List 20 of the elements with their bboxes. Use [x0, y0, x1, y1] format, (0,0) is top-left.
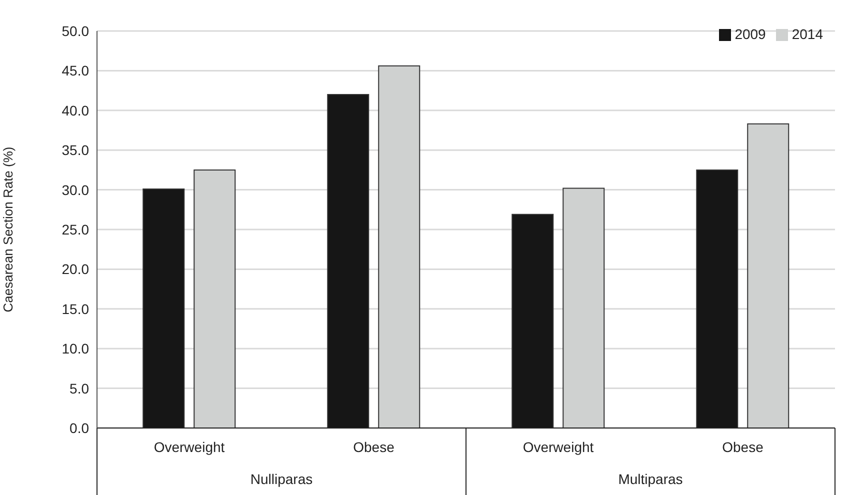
y-tick-label: 0.0: [70, 420, 90, 436]
text: Multiparas: [618, 471, 683, 487]
y-tick-label: 5.0: [70, 380, 90, 396]
y-tick-label: 20.0: [62, 261, 90, 278]
y-tick-label: 10.0: [62, 340, 90, 357]
y-axis-title: Caesarean Section Rate (%): [0, 146, 16, 312]
x-tick-label: Obese: [722, 439, 764, 455]
y-tick-label: 40.0: [62, 102, 90, 118]
x-tick-label: Overweight: [154, 439, 225, 455]
text: Nulliparas: [250, 471, 313, 487]
legend-label: 2009: [734, 26, 766, 42]
y-tick-label: 50.0: [62, 22, 90, 39]
y-tick-label: 30.0: [62, 182, 90, 198]
x-tick-label: Overweight: [522, 439, 594, 455]
x-tick-label: Obese: [353, 439, 395, 455]
y-tick-label: 35.0: [62, 142, 90, 158]
y-tick-label: 25.0: [62, 221, 90, 238]
y-tick-label: 15.0: [62, 300, 90, 317]
legend-label: 2014: [792, 26, 823, 42]
y-tick-label: 45.0: [62, 62, 90, 79]
